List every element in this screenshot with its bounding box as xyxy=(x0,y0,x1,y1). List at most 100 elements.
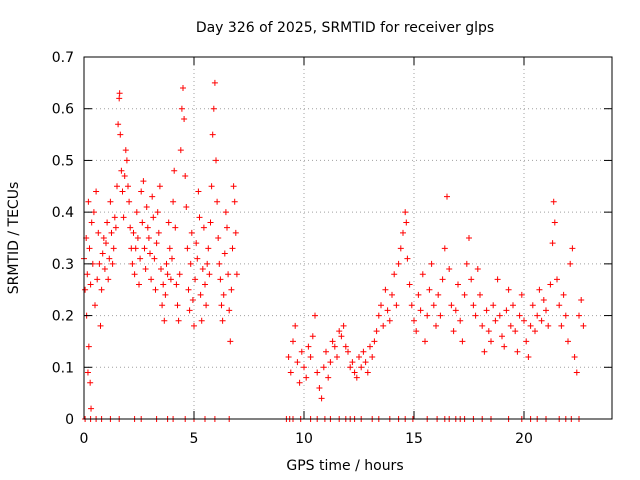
data-point xyxy=(536,286,543,293)
data-point xyxy=(562,312,569,319)
data-point xyxy=(189,297,196,304)
data-point xyxy=(382,286,389,293)
data-point xyxy=(448,302,455,309)
data-point xyxy=(380,322,387,329)
data-point xyxy=(104,219,111,226)
data-point xyxy=(393,302,400,309)
data-point xyxy=(327,359,334,366)
data-point xyxy=(231,198,238,205)
data-point xyxy=(161,317,168,324)
data-point xyxy=(340,322,347,329)
data-point xyxy=(86,245,93,252)
data-point xyxy=(285,353,292,360)
data-point xyxy=(125,183,131,190)
data-point xyxy=(139,219,146,226)
data-point xyxy=(463,260,470,267)
data-point xyxy=(356,353,362,360)
data-point xyxy=(88,405,95,412)
data-point xyxy=(492,317,499,324)
data-point xyxy=(110,245,117,252)
data-point xyxy=(466,235,472,241)
data-points xyxy=(81,79,587,422)
data-point xyxy=(218,302,225,309)
data-point xyxy=(358,364,365,371)
data-point xyxy=(198,317,205,324)
data-point xyxy=(105,276,112,283)
data-point xyxy=(543,307,549,314)
data-point xyxy=(159,302,166,309)
data-point xyxy=(108,229,115,236)
y-tick-label: 0.2 xyxy=(52,309,74,325)
data-point xyxy=(402,209,409,216)
data-point xyxy=(142,266,149,273)
data-point xyxy=(353,374,360,381)
data-point xyxy=(225,271,232,278)
data-point xyxy=(145,235,152,241)
data-point xyxy=(199,266,206,273)
data-point xyxy=(134,235,141,241)
data-point xyxy=(547,281,554,288)
data-point xyxy=(444,193,450,200)
data-point xyxy=(220,291,227,298)
data-point xyxy=(540,297,547,304)
data-point xyxy=(194,255,201,262)
data-point xyxy=(200,224,207,231)
data-point xyxy=(309,333,316,340)
data-point xyxy=(129,260,136,267)
data-point xyxy=(516,312,523,319)
data-point xyxy=(163,260,170,267)
data-point xyxy=(229,245,236,252)
data-point xyxy=(307,353,314,360)
data-point xyxy=(494,276,501,283)
data-point xyxy=(292,322,299,329)
data-point xyxy=(349,359,356,366)
data-point xyxy=(411,317,417,324)
data-point xyxy=(106,255,113,262)
data-point xyxy=(532,328,538,335)
data-point xyxy=(446,266,453,273)
data-point xyxy=(178,105,185,112)
data-point xyxy=(481,348,488,355)
data-point xyxy=(126,198,133,205)
data-point xyxy=(226,307,233,314)
data-point xyxy=(510,302,516,309)
data-point xyxy=(569,245,576,252)
data-point xyxy=(404,255,411,262)
data-point xyxy=(287,369,294,376)
data-point xyxy=(132,245,139,252)
data-point xyxy=(204,260,211,267)
data-point xyxy=(196,214,203,221)
data-point xyxy=(413,328,420,335)
data-point xyxy=(523,338,530,345)
data-point xyxy=(325,374,332,381)
data-point xyxy=(290,338,296,345)
data-point xyxy=(111,214,118,221)
data-point xyxy=(301,364,307,371)
data-point xyxy=(143,203,150,210)
y-axis-label: SRMTID / TECUs xyxy=(6,182,22,295)
data-point xyxy=(97,322,104,329)
data-point xyxy=(294,359,301,366)
data-point xyxy=(130,229,137,236)
data-point xyxy=(331,343,338,350)
data-point xyxy=(428,260,435,267)
data-point xyxy=(84,369,91,376)
data-point xyxy=(551,219,558,226)
data-point xyxy=(468,276,475,283)
data-point xyxy=(298,348,305,355)
data-point xyxy=(100,235,107,241)
data-point xyxy=(314,369,321,376)
data-point xyxy=(389,291,395,298)
data-point xyxy=(501,343,508,350)
data-point xyxy=(550,198,557,205)
data-point xyxy=(362,359,369,366)
data-point xyxy=(148,276,155,283)
data-point xyxy=(573,369,580,376)
data-point xyxy=(384,307,391,314)
x-tick-label: 20 xyxy=(515,431,533,447)
data-point xyxy=(578,297,585,304)
data-point xyxy=(470,302,477,309)
data-point xyxy=(122,147,129,154)
data-point xyxy=(152,286,159,293)
data-point xyxy=(138,188,145,195)
